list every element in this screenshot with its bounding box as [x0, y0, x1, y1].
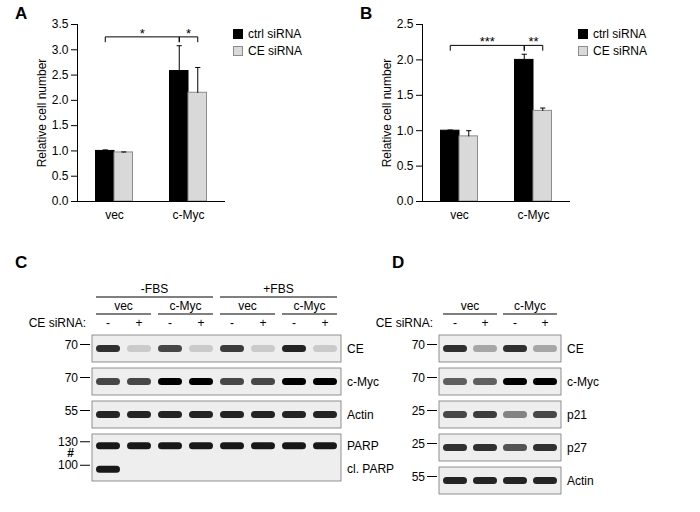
svg-text:0.5: 0.5	[397, 159, 414, 173]
svg-text:+: +	[259, 316, 266, 330]
svg-text:2.5: 2.5	[397, 17, 414, 31]
svg-text:Actin: Actin	[567, 474, 594, 488]
svg-text:c-Myc: c-Myc	[294, 299, 326, 313]
svg-text:+: +	[135, 316, 142, 330]
svg-text:2.5: 2.5	[52, 68, 69, 82]
svg-text:*: *	[140, 26, 145, 41]
svg-text:55: 55	[412, 470, 426, 484]
svg-text:130: 130	[58, 434, 78, 449]
svg-text:-: -	[106, 316, 110, 330]
svg-text:+: +	[481, 316, 488, 330]
svg-text:-: -	[168, 316, 172, 330]
svg-text:CE: CE	[567, 342, 584, 356]
svg-text:vec: vec	[461, 299, 480, 313]
svg-text:vec: vec	[105, 208, 124, 222]
svg-text:1.0: 1.0	[52, 144, 69, 158]
svg-text:c-Myc: c-Myc	[170, 299, 202, 313]
html-text:CE siRNA: CE siRNA	[593, 44, 647, 58]
svg-text:c-Myc: c-Myc	[173, 208, 205, 222]
svg-text:1.5: 1.5	[397, 88, 414, 102]
svg-text:cl. PARP: cl. PARP	[347, 462, 394, 476]
svg-text:+: +	[541, 316, 548, 330]
svg-text:p21: p21	[567, 408, 587, 422]
svg-text:70: 70	[412, 371, 426, 385]
svg-text:0.0: 0.0	[52, 194, 69, 208]
svg-text:p27: p27	[567, 441, 587, 455]
html-text:ctrl siRNA: ctrl siRNA	[248, 27, 302, 41]
svg-text:C: C	[15, 253, 27, 272]
svg-text:Relative cell number: Relative cell number	[35, 59, 49, 168]
svg-text:c-Myc: c-Myc	[567, 375, 599, 389]
html-text:A: A	[15, 4, 28, 23]
svg-text:-: -	[292, 316, 296, 330]
svg-text:D: D	[392, 253, 404, 272]
svg-text:70: 70	[65, 371, 79, 385]
svg-text:c-Myc: c-Myc	[514, 299, 546, 313]
svg-text:+: +	[321, 316, 328, 330]
svg-text:70: 70	[412, 338, 426, 352]
svg-text:2.0: 2.0	[52, 93, 69, 107]
svg-text:vec: vec	[450, 208, 469, 222]
svg-text:CE: CE	[347, 342, 364, 356]
svg-text:25: 25	[412, 404, 426, 418]
html-text:ctrl siRNA: ctrl siRNA	[593, 27, 647, 41]
svg-text:CE siRNA:: CE siRNA:	[29, 316, 86, 330]
svg-text:***: ***	[480, 34, 495, 49]
svg-text:*: *	[186, 26, 191, 41]
svg-text:CE siRNA:: CE siRNA:	[376, 316, 433, 330]
svg-text:Relative cell number: Relative cell number	[380, 59, 394, 168]
svg-text:0.0: 0.0	[397, 194, 414, 208]
svg-text:+: +	[197, 316, 204, 330]
svg-text:0.5: 0.5	[52, 169, 69, 183]
svg-text:Actin: Actin	[347, 408, 374, 422]
svg-text:1.5: 1.5	[52, 118, 69, 132]
svg-text:vec: vec	[114, 299, 133, 313]
svg-text:3.0: 3.0	[52, 43, 69, 57]
svg-text:vec: vec	[238, 299, 257, 313]
svg-text:55: 55	[65, 404, 79, 418]
svg-text:c-Myc: c-Myc	[347, 375, 379, 389]
html-text:B: B	[360, 4, 373, 23]
svg-text:70: 70	[65, 338, 79, 352]
svg-text:-: -	[513, 316, 517, 330]
svg-text:25: 25	[412, 437, 426, 451]
svg-text:c-Myc: c-Myc	[518, 208, 550, 222]
svg-text:#: #	[67, 446, 74, 460]
svg-text:-: -	[453, 316, 457, 330]
svg-text:PARP: PARP	[347, 439, 379, 453]
html-text:CE siRNA: CE siRNA	[248, 44, 302, 58]
svg-text:+FBS: +FBS	[263, 282, 293, 296]
svg-text:3.5: 3.5	[52, 17, 69, 31]
svg-text:2.0: 2.0	[397, 53, 414, 67]
svg-text:1.0: 1.0	[397, 124, 414, 138]
svg-text:-FBS: -FBS	[141, 282, 168, 296]
svg-text:-: -	[230, 316, 234, 330]
svg-text:**: **	[528, 34, 538, 49]
svg-text:100: 100	[58, 458, 78, 472]
